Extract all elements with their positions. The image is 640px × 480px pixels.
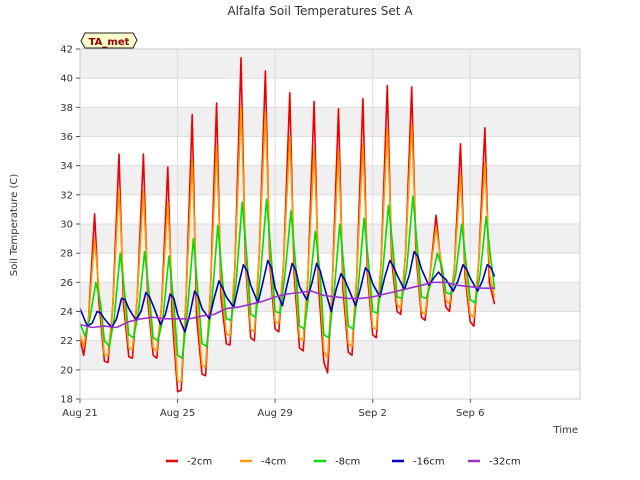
x-axis-ticks: Aug 21 Aug 25 Aug 29 Sep 2 Sep 6	[62, 399, 484, 419]
y-axis-label: Soil Temperature (C)	[9, 174, 20, 277]
plot-band	[80, 224, 580, 254]
y-tick-label: 36	[60, 132, 73, 143]
x-tick-label: Aug 21	[62, 408, 97, 419]
series-line-4cm	[79, 106, 496, 383]
y-tick-label: 22	[60, 336, 73, 347]
legend: -2cm -4cm -8cm -16cm -32cm	[166, 457, 521, 468]
legend-label: -4cm	[261, 457, 286, 468]
y-axis-ticks: 18 20 22 24 26 28 30 32 34 36 38 40 42	[60, 45, 80, 406]
legend-label: -8cm	[335, 457, 360, 468]
series-layer	[79, 56, 496, 393]
plot-band	[80, 78, 580, 108]
y-tick-label: 42	[60, 45, 73, 56]
y-tick-label: 20	[60, 365, 73, 376]
y-tick-label: 28	[60, 249, 73, 260]
series-line-16cm	[79, 250, 496, 333]
x-tick-label: Aug 29	[257, 408, 292, 419]
plot-band	[80, 136, 580, 166]
plot-band	[80, 369, 580, 399]
y-tick-label: 26	[60, 278, 73, 289]
series-line-8cm	[79, 195, 496, 360]
y-tick-label: 18	[60, 395, 73, 406]
series-line-2cm	[79, 56, 496, 393]
y-tick-label: 40	[60, 74, 73, 85]
y-tick-label: 34	[60, 161, 73, 172]
plot-band	[80, 49, 580, 79]
x-tick-label: Sep 6	[456, 408, 484, 419]
series-line-32cm	[79, 281, 495, 329]
x-tick-label: Sep 2	[358, 408, 386, 419]
y-tick-label: 38	[60, 103, 73, 114]
plot-band	[80, 165, 580, 195]
legend-label: -2cm	[187, 457, 212, 468]
plot-band	[80, 340, 580, 370]
x-axis-label: Time	[553, 425, 578, 436]
plot-band	[80, 194, 580, 224]
x-tick-label: Aug 25	[160, 408, 195, 419]
y-tick-label: 30	[60, 220, 73, 231]
annotation-label: TA_met	[89, 37, 130, 48]
y-tick-label: 32	[60, 190, 73, 201]
legend-label: -16cm	[413, 457, 445, 468]
legend-label: -32cm	[489, 457, 521, 468]
plot-band	[80, 253, 580, 283]
annotation-box: TA_met	[80, 32, 138, 49]
y-tick-label: 24	[60, 307, 73, 318]
plot-band	[80, 107, 580, 137]
chart-title: Alfalfa Soil Temperatures Set A	[227, 4, 413, 18]
